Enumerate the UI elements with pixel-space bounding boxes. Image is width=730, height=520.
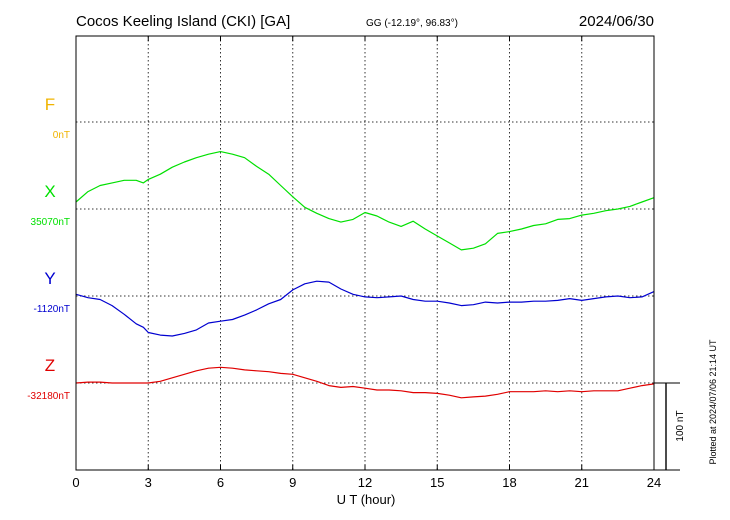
x-tick-label: 12	[358, 475, 372, 490]
x-tick-label: 6	[217, 475, 224, 490]
component-labels: F 0nT X 35070nT Y -1120nT Z -32180nT	[27, 95, 70, 402]
component-name-f: F	[45, 95, 55, 114]
component-baseline-f: 0nT	[53, 130, 70, 141]
series-line-z	[75, 366, 655, 399]
component-name-x: X	[44, 182, 55, 201]
series-line-x	[75, 151, 655, 251]
plot-date: 2024/06/30	[579, 13, 654, 30]
component-baseline-x: 35070nT	[31, 217, 70, 228]
component-baseline-z: -32180nT	[27, 391, 70, 402]
series-line-y	[75, 280, 655, 337]
component-name-y: Y	[44, 269, 55, 288]
x-tick-label: 15	[430, 475, 444, 490]
scale-bar: 100 nT	[654, 382, 686, 471]
plotted-timestamp: Plotted at 2024/07/06 21:14 UT	[708, 339, 718, 465]
x-axis: 0 3 6 9 12 15 18 21 24	[72, 36, 661, 490]
component-name-z: Z	[45, 356, 55, 375]
x-tick-label: 0	[72, 475, 79, 490]
scale-bar-label: 100 nT	[675, 410, 686, 441]
station-title: Cocos Keeling Island (CKI) [GA]	[76, 13, 290, 30]
component-baseline-y: -1120nT	[33, 304, 70, 315]
x-axis-label: U T (hour)	[337, 492, 396, 507]
x-tick-label: 21	[575, 475, 589, 490]
plot-marks	[75, 151, 655, 399]
x-tick-label: 3	[145, 475, 152, 490]
x-tick-label: 24	[647, 475, 661, 490]
grid	[76, 36, 654, 470]
x-tick-label: 9	[289, 475, 296, 490]
station-coords: GG (-12.19°, 96.83°)	[366, 18, 458, 29]
x-tick-label: 18	[502, 475, 516, 490]
